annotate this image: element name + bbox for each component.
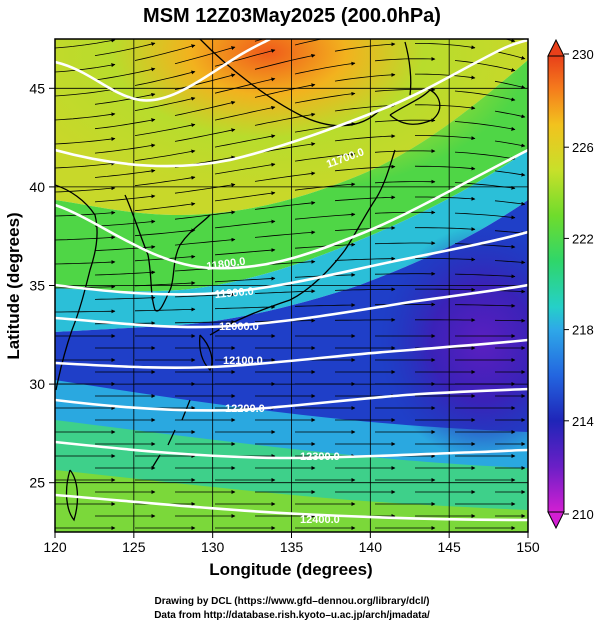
colorbar-tick-label: 218	[572, 323, 594, 338]
contour-label-12100: 12100.0	[223, 355, 263, 367]
y-tick-label: 30	[29, 376, 45, 392]
contour-label-12300: 12300.0	[300, 451, 340, 463]
colorbar: 210 214 218 222 226 230	[548, 40, 594, 528]
contour-label-12200: 12200.0	[225, 403, 265, 415]
y-tick-label: 35	[29, 278, 45, 294]
wind-streamline	[375, 274, 435, 275]
colorbar-tick-label: 222	[572, 231, 594, 246]
cold-core-shade	[300, 200, 528, 460]
x-tick-label: 135	[280, 539, 304, 555]
credit-drawing: Drawing by DCL (https://www.gfd–dennou.o…	[154, 596, 429, 607]
x-axis: 120 125 130 135 140 145 150	[43, 532, 540, 555]
wind-streamline	[495, 22, 525, 30]
y-axis: 25 30 35 40 45	[29, 80, 55, 490]
colorbar-bar	[548, 56, 564, 512]
colorbar-tick-label: 214	[572, 414, 594, 429]
wind-streamline	[375, 28, 435, 30]
x-axis-label: Longitude (degrees)	[209, 560, 372, 579]
wind-streamline	[455, 0, 515, 12]
y-tick-label: 25	[29, 475, 45, 491]
y-axis-label: Latitude (degrees)	[4, 212, 23, 359]
colorbar-tick-label: 210	[572, 507, 594, 522]
y-tick-label: 45	[29, 80, 45, 96]
wind-streamline	[495, 0, 525, 1]
x-tick-label: 150	[516, 539, 540, 555]
x-tick-label: 130	[201, 539, 225, 555]
chart-title: MSM 12Z03May2025 (200.0hPa)	[143, 5, 441, 27]
contour-label-12000: 12000.0	[219, 321, 259, 333]
plot-area: 11700.0 11800.0 11900.0 12000.0 12100.0 …	[55, 0, 528, 532]
colorbar-tick-label: 230	[572, 47, 594, 62]
x-tick-label: 140	[359, 539, 383, 555]
wind-streamline	[335, 320, 395, 321]
x-tick-label: 145	[437, 539, 461, 555]
wind-streamline	[495, 320, 525, 321]
contour-label-12400: 12400.0	[300, 514, 340, 526]
colorbar-ticks: 210 214 218 222 226 230	[564, 47, 594, 522]
colorbar-tick-label: 226	[572, 140, 594, 155]
y-tick-label: 40	[29, 179, 45, 195]
credit-data: Data from http://database.rish.kyoto–u.a…	[154, 610, 430, 621]
colorbar-max-triangle	[548, 40, 564, 56]
x-tick-label: 120	[43, 539, 67, 555]
x-tick-label: 125	[122, 539, 146, 555]
colorbar-min-triangle	[548, 512, 564, 528]
